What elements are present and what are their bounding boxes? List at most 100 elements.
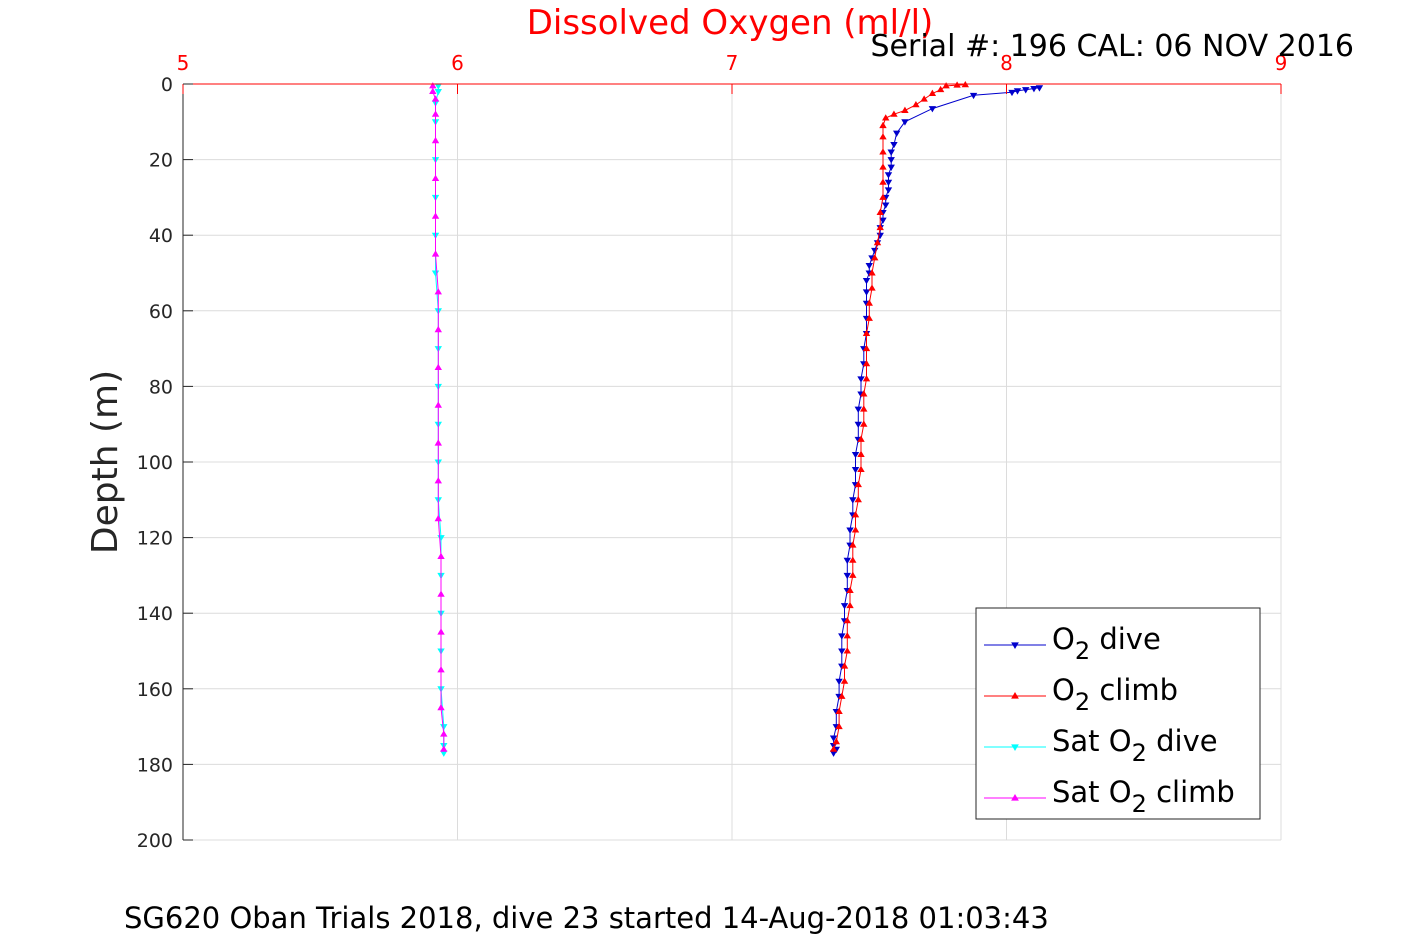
- chart-title: Dissolved Oxygen (ml/l): [527, 3, 934, 43]
- y-tick-label-2: 40: [149, 225, 173, 247]
- legend-entry-0: O2 dive: [984, 622, 1161, 665]
- series-3-point-20: [429, 87, 437, 95]
- series-1-point-14: [849, 541, 857, 548]
- y-tick-label-10: 200: [137, 830, 173, 852]
- series-1-point-6: [840, 662, 849, 669]
- legend-box: [975, 607, 1261, 820]
- series-1-point-30: [865, 299, 873, 306]
- legend-marker-2: [1011, 744, 1019, 751]
- series-1-point-49: [936, 85, 945, 93]
- series-0-point-17: [882, 202, 890, 209]
- tick-labels: 5 6 7 8 9 0 20 40 60 80 100 120 140 160 180 200: [137, 51, 1288, 852]
- series-3-point-5: [437, 590, 445, 597]
- series-1-point-36: [876, 208, 884, 216]
- series-1-point-41: [879, 133, 887, 140]
- series-0-point-1: [1030, 86, 1038, 93]
- x-tick-label-4: 9: [1275, 51, 1288, 75]
- series-1-point-3: [835, 707, 843, 714]
- series-0-point-4: [1008, 89, 1016, 97]
- series-1-point-15: [851, 526, 860, 533]
- y-tick-label-3: 60: [149, 301, 173, 323]
- legend-marker-0: [1011, 642, 1019, 649]
- series-3-point-7: [434, 514, 442, 522]
- legend-label-0: O2 dive: [1052, 622, 1161, 665]
- series-0-point-27: [862, 278, 871, 285]
- series-0-point-19: [879, 217, 887, 224]
- series-0-point-9: [890, 141, 898, 149]
- y-axis-label: Depth (m): [85, 370, 126, 554]
- y-tick-label-7: 140: [137, 603, 173, 625]
- y-tick-label-8: 160: [137, 679, 173, 701]
- series-1-point-42: [879, 121, 887, 129]
- legend-label-main-1: O: [1052, 673, 1075, 707]
- series-1-point-32: [868, 269, 876, 276]
- y-tick-label-1: 20: [149, 150, 173, 172]
- series-0-point-51: [838, 633, 846, 640]
- legend-label-3: Sat O2 climb: [1052, 775, 1235, 818]
- axes: [182, 83, 1282, 841]
- series-1-point-10: [846, 601, 854, 609]
- series-1-point-13: [849, 556, 857, 563]
- footer-caption: SG620 Oban Trials 2018, dive 23 started …: [124, 901, 1049, 935]
- series-0-point-8: [893, 130, 901, 137]
- series-1-point-34: [873, 238, 882, 246]
- series-0-point-49: [840, 603, 849, 610]
- series-1-point-26: [862, 359, 871, 367]
- series-1-point-29: [865, 314, 873, 321]
- series-1-point-43: [882, 114, 890, 121]
- x-tick-label-3: 8: [1000, 51, 1013, 75]
- series-0-point-44: [846, 527, 854, 534]
- series-3-point-8: [434, 477, 442, 484]
- y-tick-label-0: 0: [161, 74, 173, 96]
- legend-marker-1: [1011, 692, 1019, 699]
- series-0-point-58: [829, 735, 838, 742]
- x-tick-label-2: 7: [726, 51, 739, 75]
- legend-marker-3: [1011, 794, 1019, 801]
- series-3: [429, 82, 448, 752]
- series-1-point-23: [860, 405, 868, 412]
- series-1-point-37: [879, 193, 887, 200]
- series-1-point-22: [860, 420, 868, 427]
- series-1-point-20: [857, 450, 865, 457]
- series-1-point-5: [840, 677, 849, 684]
- y-tick-label-5: 100: [137, 452, 173, 474]
- series-0-point-39: [851, 451, 860, 459]
- series-1-point-27: [862, 344, 871, 352]
- series-1-point-18: [854, 480, 862, 488]
- series-3-point-6: [437, 552, 445, 559]
- series-1-point-40: [879, 148, 887, 155]
- series-3-point-17: [431, 136, 440, 144]
- grid: [182, 83, 1282, 841]
- series-3-point-9: [434, 439, 442, 446]
- series-3-point-19: [431, 95, 440, 102]
- series-3-point-15: [431, 212, 440, 219]
- legend-label-subscript-2: 2: [1132, 739, 1147, 767]
- series-1-point-4: [838, 692, 846, 699]
- series-1-point-8: [843, 632, 851, 639]
- y-tick-label-6: 120: [137, 528, 173, 550]
- series-0-point-6: [928, 106, 937, 113]
- series-3-point-10: [434, 401, 442, 408]
- y-tick-label-4: 80: [149, 376, 173, 398]
- series-0-point-52: [838, 648, 846, 655]
- series-line-3: [432, 85, 445, 750]
- series-0-point-0: [1035, 85, 1044, 92]
- legend-label-subscript-0: 2: [1075, 637, 1090, 665]
- series-1-point-50: [942, 82, 950, 89]
- series-1-point-39: [879, 163, 887, 170]
- series-0-point-37: [854, 421, 862, 428]
- series-0-point-36: [854, 406, 862, 413]
- series-0-point-25: [865, 262, 873, 270]
- series-0-point-12: [887, 164, 895, 171]
- series-2-point-1: [434, 89, 442, 96]
- series-0-point-11: [887, 157, 895, 164]
- series-1-point-16: [851, 511, 860, 518]
- series-3-point-3: [437, 666, 445, 673]
- series-3-point-11: [434, 363, 442, 370]
- series-0-point-3: [1013, 88, 1022, 95]
- series-0-point-13: [884, 172, 893, 179]
- series-0-point-54: [835, 678, 843, 686]
- series-1-point-46: [912, 101, 920, 108]
- series-1-point-7: [843, 647, 851, 654]
- series-1-point-12: [849, 571, 857, 578]
